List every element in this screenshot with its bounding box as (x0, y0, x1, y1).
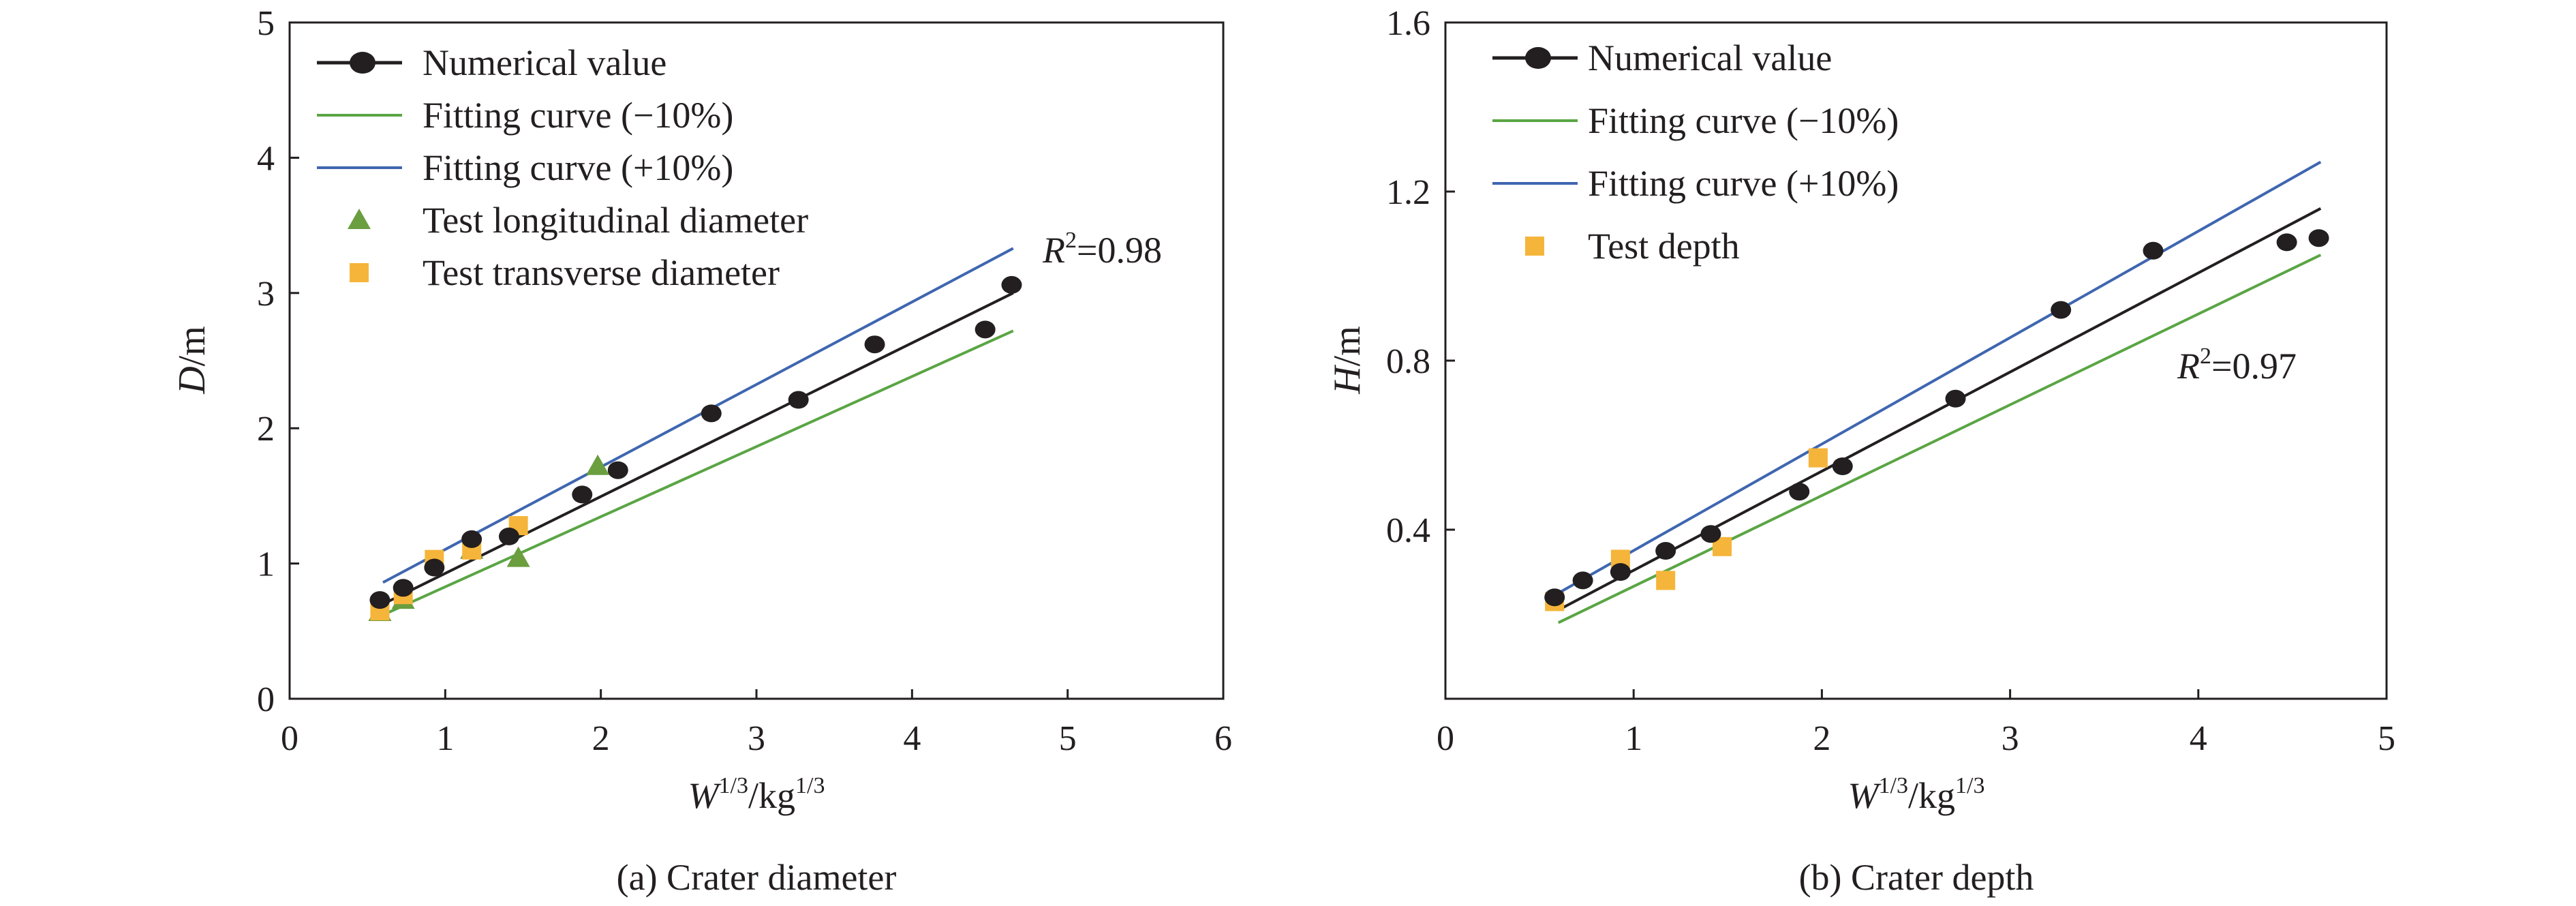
legend-item: Test depth (1525, 226, 1740, 267)
x-tick-label: 4 (903, 719, 921, 758)
legend-item: Fitting curve (+10%) (317, 147, 733, 188)
legend-label: Fitting curve (−10%) (423, 95, 733, 136)
x-tick-label: 1 (436, 719, 454, 758)
numerical-point (607, 461, 628, 479)
fit-line (1557, 254, 2322, 624)
y-tick-label: 1 (257, 545, 275, 584)
r-squared-annotation: R2=0.97 (2177, 344, 2297, 387)
y-tick-label: 3 (257, 275, 275, 314)
test-point (1656, 571, 1676, 590)
numerical-point (461, 530, 482, 548)
x-tick-label: 2 (1813, 719, 1830, 758)
fit-line (1557, 207, 2322, 611)
panel-crater-depth: 0 1 2 3 4 5 0.4 0.8 1.2 1.6 W1/3/kg1/3 H/m R2=0.97 Nu… (1326, 4, 2395, 898)
legend-item: Fitting curve (−10%) (1492, 100, 1899, 141)
numerical-point (1572, 571, 1593, 590)
legend-label: Fitting curve (+10%) (1588, 163, 1899, 204)
panel-caption: (a) Crater diameter (617, 857, 897, 898)
legend-label: Numerical value (1588, 37, 1832, 78)
fit-line (382, 292, 1014, 605)
numerical-point (975, 320, 996, 339)
numerical-point (2143, 241, 2164, 260)
y-tick-label: 0.8 (1386, 342, 1430, 381)
y-axis-label: H/m (1326, 326, 1368, 395)
test-point (1808, 448, 1828, 468)
legend-item: Numerical value (317, 42, 666, 83)
test-point (506, 546, 530, 567)
fit-line (382, 329, 1014, 616)
x-tick-label: 4 (2190, 719, 2207, 758)
legend-marker (1525, 237, 1544, 256)
x-tick-label: 6 (1214, 719, 1232, 758)
legend-item: Fitting curve (−10%) (317, 95, 733, 136)
numerical-point (572, 485, 593, 504)
legend-marker (350, 263, 369, 282)
numerical-point (1700, 525, 1721, 543)
numerical-point (2276, 233, 2297, 252)
numerical-point (701, 404, 722, 423)
panel-caption: (b) Crater depth (1799, 857, 2034, 898)
x-tick-label: 5 (1059, 719, 1077, 758)
legend-marker (348, 209, 371, 229)
x-tick-label: 0 (281, 719, 298, 758)
r-squared-annotation: R2=0.98 (1042, 228, 1162, 271)
legend-label: Test transverse diameter (423, 252, 780, 293)
numerical-point (2308, 229, 2329, 247)
test-point (586, 454, 610, 475)
y-tick-label: 1.6 (1386, 4, 1430, 43)
panel-crater-diameter: 0 1 2 3 4 5 6 0 1 2 3 4 5 W1/3/kg1/3 D/m R2=0.98 Numeric… (171, 4, 1232, 898)
y-tick-label: 5 (257, 4, 275, 43)
y-tick-label: 1.2 (1386, 173, 1430, 212)
legend-item: Numerical value (1492, 37, 1832, 78)
x-tick-label: 3 (748, 719, 765, 758)
numerical-point (2051, 301, 2072, 319)
legend: Numerical value Fitting curve (−10%) Fitti… (1492, 37, 1899, 267)
fit-line (382, 247, 1014, 584)
x-tick-label: 2 (592, 719, 610, 758)
x-tick-label: 3 (2002, 719, 2019, 758)
y-tick-label: 2 (257, 410, 275, 449)
y-tick-label: 0 (257, 680, 275, 719)
legend-label: Test depth (1588, 226, 1740, 267)
legend-dot (350, 52, 375, 74)
x-axis-label: W1/3/kg1/3 (1848, 773, 1985, 816)
legend-label: Fitting curve (−10%) (1588, 100, 1899, 141)
numerical-point (1655, 542, 1676, 560)
numerical-point (1945, 389, 1966, 408)
numerical-point (1610, 563, 1631, 581)
numerical-point (424, 558, 445, 577)
numerical-point (1544, 588, 1565, 607)
x-tick-label: 0 (1437, 719, 1454, 758)
legend-item: Fitting curve (+10%) (1492, 163, 1899, 204)
legend: Numerical value Fitting curve (−10%) Fitti… (317, 42, 808, 293)
numerical-point (1001, 275, 1022, 294)
numerical-point (1789, 483, 1810, 501)
x-tick-label: 5 (2378, 719, 2395, 758)
y-tick-label: 0.4 (1386, 511, 1430, 550)
legend-label: Test longitudinal diameter (423, 200, 808, 241)
numerical-point (1832, 457, 1853, 475)
legend-dot (1525, 47, 1551, 69)
numerical-point (498, 527, 519, 545)
legend-label: Numerical value (423, 42, 666, 83)
x-axis-label: W1/3/kg1/3 (688, 773, 825, 816)
numerical-point (369, 591, 390, 609)
legend-label: Fitting curve (+10%) (423, 147, 733, 188)
numerical-point (864, 335, 885, 354)
fit-line (1557, 160, 2322, 594)
y-axis-label: D/m (171, 326, 213, 395)
legend-item: Test longitudinal diameter (348, 200, 808, 241)
numerical-point (788, 391, 809, 409)
legend-item: Test transverse diameter (350, 252, 780, 293)
numerical-point (393, 579, 414, 597)
x-tick-label: 1 (1625, 719, 1642, 758)
y-tick-label: 4 (257, 139, 275, 178)
